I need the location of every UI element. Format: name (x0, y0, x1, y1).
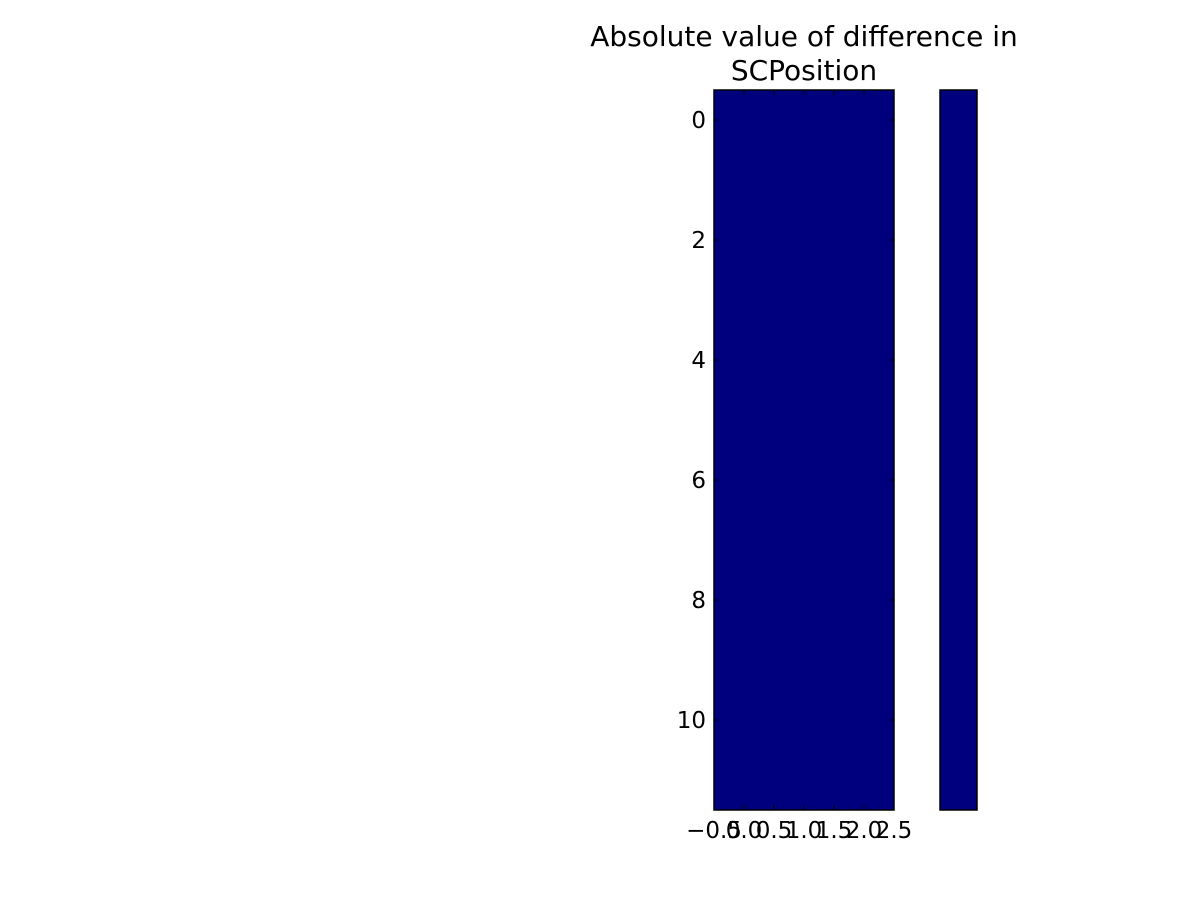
y-tick-label: 8 (691, 588, 706, 614)
heatmap-cell (714, 450, 775, 511)
y-tick-label: 2 (691, 228, 706, 254)
heatmap-cell (834, 690, 895, 751)
heatmap-cell (714, 750, 775, 811)
heatmap-cell (834, 450, 895, 511)
x-tick-label: 1.0 (786, 818, 823, 844)
y-tick-labels: 0 2 4 6 8 10 (677, 108, 706, 734)
heatmap-cell (714, 150, 775, 211)
heatmap-cell (774, 390, 835, 451)
heatmap-cell (834, 510, 895, 571)
heatmap-cell (774, 270, 835, 331)
x-tick-label: −0.5 (686, 818, 742, 844)
heatmap-cells (714, 90, 895, 811)
heatmap-cell (714, 570, 775, 631)
heatmap-cell (714, 90, 775, 151)
heatmap-cell (714, 210, 775, 271)
heatmap-cell (774, 690, 835, 751)
heatmap-cell (774, 330, 835, 391)
heatmap-cell (774, 90, 835, 151)
x-tick-label: 1.5 (816, 818, 853, 844)
heatmap-cell (774, 510, 835, 571)
y-tick-label: 0 (691, 108, 706, 134)
heatmap-cell (714, 270, 775, 331)
x-tick-label: 2.0 (846, 818, 883, 844)
heatmap-cell (714, 330, 775, 391)
heatmap-cell (834, 90, 895, 151)
heatmap-cell (714, 510, 775, 571)
heatmap-cell (774, 630, 835, 691)
heatmap-cell (834, 570, 895, 631)
heatmap-cell (834, 390, 895, 451)
heatmap-cell (834, 150, 895, 211)
heatmap-cell (834, 270, 895, 331)
heatmap-cell (714, 630, 775, 691)
heatmap-cell (834, 330, 895, 391)
chart-title-line-1: Absolute value of difference in (590, 20, 1018, 53)
heatmap-cell (774, 210, 835, 271)
y-tick-label: 6 (691, 468, 706, 494)
x-tick-label: 0.5 (756, 818, 793, 844)
heatmap-cell (774, 570, 835, 631)
heatmap-cell (714, 390, 775, 451)
x-tick-label: 0.0 (726, 818, 763, 844)
heatmap-cell (834, 210, 895, 271)
x-tick-label: 2.5 (876, 818, 913, 844)
x-tick-labels: −0.50.00.51.01.52.02.5 (686, 818, 912, 844)
y-tick-label: 10 (677, 708, 706, 734)
heatmap-cell (714, 690, 775, 751)
plot-frame (713, 89, 895, 811)
heatmap-cell (774, 150, 835, 211)
heatmap-cell (774, 750, 835, 811)
chart-title-line-2: SCPosition (731, 54, 877, 87)
y-tick-label: 4 (691, 348, 706, 374)
heatmap-cell (834, 750, 895, 811)
heatmap-cell (834, 630, 895, 691)
heatmap-cell (774, 450, 835, 511)
colorbar (939, 89, 978, 811)
